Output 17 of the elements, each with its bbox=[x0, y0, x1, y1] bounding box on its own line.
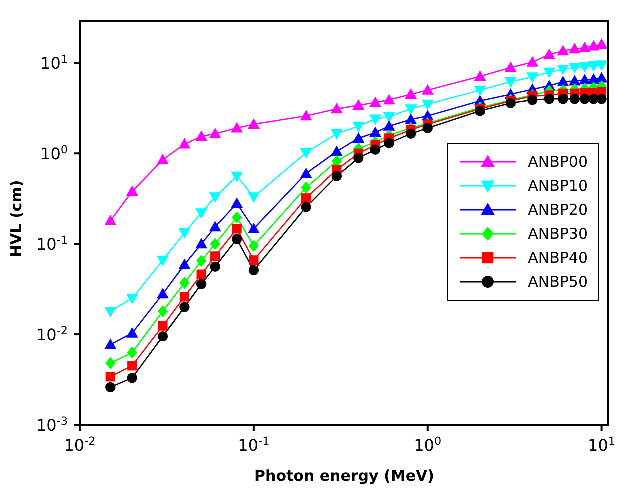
legend-label: ANBP40 bbox=[528, 249, 588, 267]
x-axis-title: Photon energy (MeV) bbox=[254, 467, 434, 485]
y-tick-label: 10$^{-1}$ bbox=[36, 234, 68, 254]
legend-label: ANBP50 bbox=[528, 273, 588, 291]
x-tick-label: 10$^{0}$ bbox=[414, 434, 442, 455]
y-tick-label: 10$^{-3}$ bbox=[36, 414, 68, 435]
y-tick-label: 10$^{0}$ bbox=[40, 143, 68, 164]
x-tick-label: 10$^{1}$ bbox=[588, 434, 616, 455]
x-tick-label: 10$^{-1}$ bbox=[238, 434, 270, 455]
x-tick-label: 10$^{-2}$ bbox=[64, 434, 96, 455]
y-tick-label: 10$^{-2}$ bbox=[36, 324, 68, 345]
legend-label: ANBP00 bbox=[528, 153, 588, 171]
y-tick-label: 10$^{1}$ bbox=[40, 52, 68, 74]
legend-label: ANBP10 bbox=[528, 177, 588, 195]
legend-label: ANBP30 bbox=[528, 225, 588, 243]
y-axis-title: HVL (cm) bbox=[7, 180, 26, 258]
legend-label: ANBP20 bbox=[528, 201, 588, 219]
